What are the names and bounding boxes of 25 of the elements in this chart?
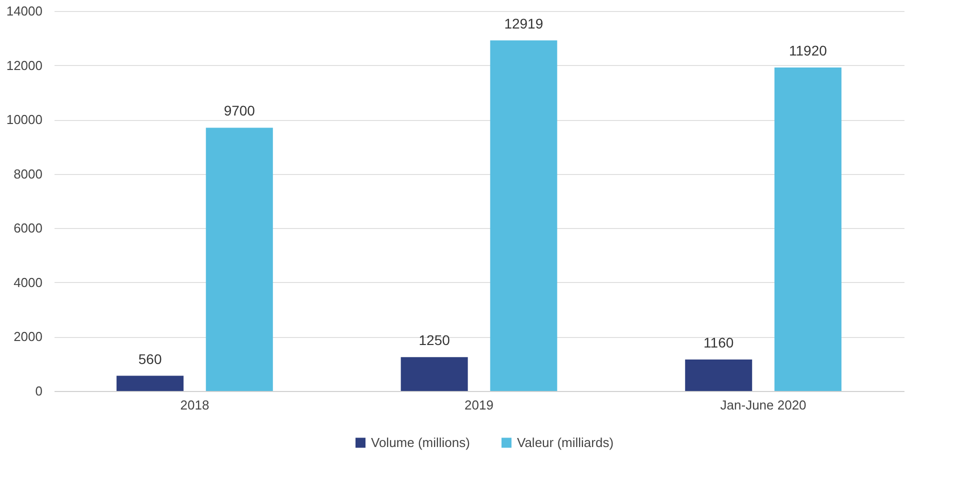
- bar: [490, 40, 558, 391]
- bar: [206, 128, 273, 391]
- legend-label: Volume (millions): [371, 434, 470, 450]
- y-tick-label: 2000: [14, 329, 42, 344]
- x-tick-label: 2019: [464, 398, 494, 412]
- x-tick-label: Jan-June 2020: [720, 398, 806, 412]
- data-label: 1160: [704, 334, 734, 351]
- y-tick-label: 6000: [14, 220, 42, 236]
- y-tick-label: 4000: [14, 274, 42, 290]
- data-label: 11920: [789, 42, 828, 58]
- y-tick-label: 12000: [6, 58, 42, 73]
- y-tick-label: 8000: [14, 166, 42, 182]
- data-label: 560: [138, 350, 162, 367]
- data-label: 1250: [418, 332, 450, 348]
- bar: [400, 357, 468, 391]
- data-label: 9700: [224, 102, 256, 119]
- y-tick-label: 14000: [6, 4, 42, 18]
- x-tick-label: 2018: [180, 398, 210, 412]
- bar: [774, 67, 842, 391]
- y-tick-label: 10000: [6, 112, 42, 128]
- legend-label: Valeur (milliards): [517, 434, 614, 450]
- data-label: 12919: [504, 15, 544, 32]
- bar: [685, 360, 752, 391]
- bar: [116, 376, 184, 391]
- y-tick-label: 0: [35, 384, 42, 398]
